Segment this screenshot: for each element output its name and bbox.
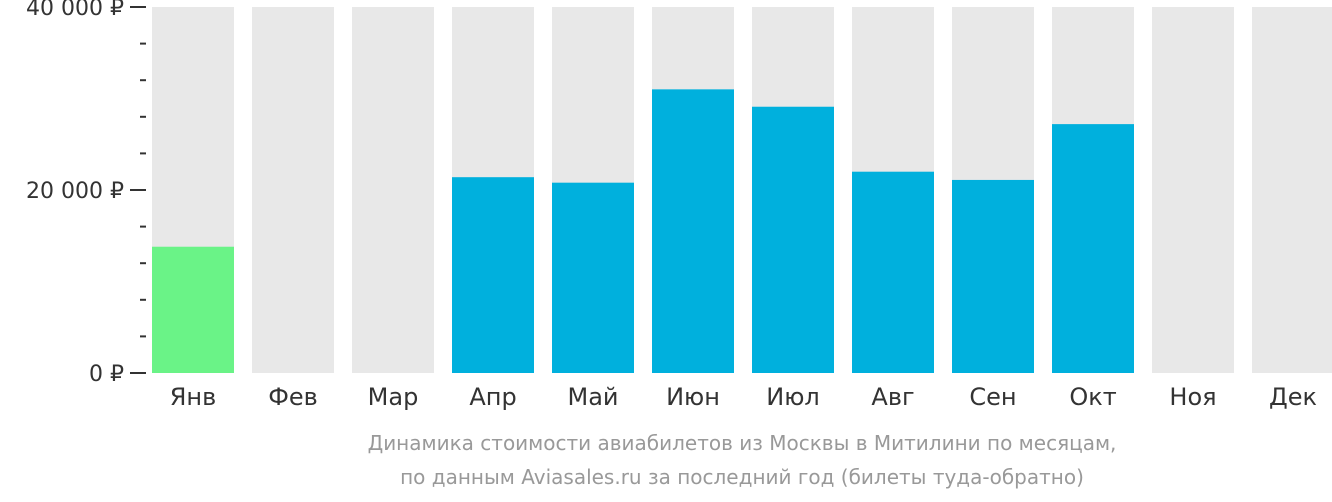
bar (652, 89, 734, 373)
x-tick-label: Янв (170, 383, 217, 411)
x-tick-label: Дек (1269, 383, 1317, 411)
x-tick-label: Окт (1069, 383, 1116, 411)
caption-line-1: Динамика стоимости авиабилетов из Москвы… (367, 431, 1117, 455)
bar (1052, 124, 1134, 374)
bar (552, 182, 634, 373)
bar (752, 106, 834, 374)
y-axis: 0 ₽ 20 000 ₽ 40 000 ₽ (26, 0, 146, 387)
x-tick-label: Апр (469, 383, 516, 411)
x-tick-label: Фев (268, 383, 318, 411)
x-tick-label: Июл (766, 383, 820, 411)
x-tick-label: Мар (368, 383, 419, 411)
bar-track (252, 7, 334, 373)
bar (852, 171, 934, 373)
bar-track (1152, 7, 1234, 373)
caption-line-2: по данным Aviasales.ru за последний год … (400, 465, 1084, 489)
x-tick-label: Июн (666, 383, 720, 411)
y-tick-label: 0 ₽ (89, 362, 124, 387)
price-bar-chart: 0 ₽ 20 000 ₽ 40 000 ₽ Янв Фев Мар Апр Май Июн Ию… (26, 0, 1332, 411)
bar-tracks (152, 7, 1332, 373)
x-tick-label: Авг (871, 383, 914, 411)
bar (952, 179, 1034, 373)
bar-track (1252, 7, 1332, 373)
bar (152, 246, 234, 373)
x-axis: Янв Фев Мар Апр Май Июн Июл Авг Сен Окт Ноя Дек (170, 383, 1317, 411)
x-tick-label: Ноя (1169, 383, 1216, 411)
y-tick-label: 20 000 ₽ (26, 179, 124, 204)
bar (452, 177, 534, 373)
x-tick-label: Сен (969, 383, 1016, 411)
bar-track (352, 7, 434, 373)
bars (152, 89, 1134, 374)
y-tick-label: 40 000 ₽ (26, 0, 124, 21)
x-tick-label: Май (567, 383, 618, 411)
